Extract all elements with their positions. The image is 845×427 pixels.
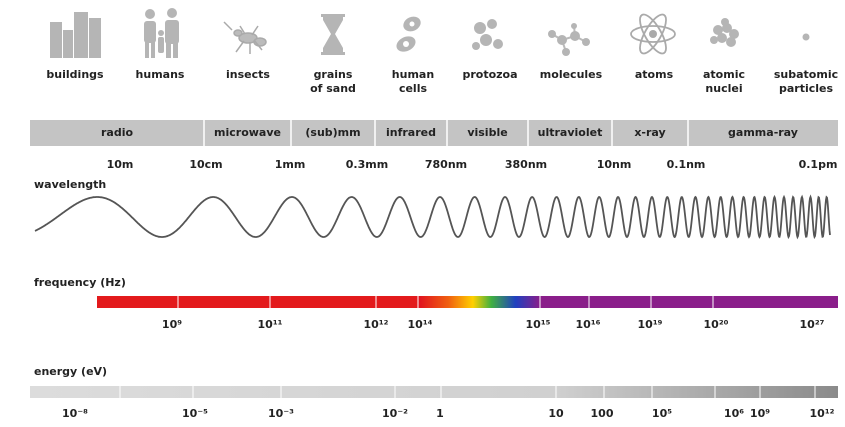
object-label: particles: [779, 82, 834, 95]
energy-label: 10⁻⁸: [62, 407, 88, 420]
band-label: infrared: [386, 126, 436, 139]
object-label: atomic: [703, 68, 745, 81]
bands-bar: [30, 120, 838, 146]
frequency-bar-visible: [418, 296, 540, 308]
frequency-label: 10²⁰: [704, 318, 729, 331]
object-label: protozoa: [462, 68, 517, 81]
energy-label: 10⁻⁵: [182, 407, 208, 420]
wavelength-label: 0.1nm: [667, 158, 706, 171]
frequency-label: 10²⁷: [800, 318, 825, 331]
frequency-bar-purple: [540, 296, 838, 308]
frequency-title: frequency (Hz): [34, 276, 126, 289]
wavelength-title: wavelength: [34, 178, 106, 191]
band-label: ultraviolet: [538, 126, 603, 139]
frequency-bar-red: [97, 296, 418, 308]
icon-subatomic: [802, 33, 810, 41]
frequency-label: 10¹⁹: [638, 318, 663, 331]
energy-label: 10⁶: [724, 407, 744, 420]
energy-label: 1: [436, 407, 444, 420]
wavelength-label: 0.3mm: [346, 158, 388, 171]
energy-bar: [30, 386, 838, 398]
wavelength-label: 10m: [107, 158, 134, 171]
object-label: humans: [136, 68, 185, 81]
object-label: cells: [399, 82, 428, 95]
band-label: gamma-ray: [728, 126, 798, 139]
frequency-label: 10¹¹: [258, 318, 283, 331]
wave: [34, 194, 831, 240]
energy-label: 10⁵: [652, 407, 672, 420]
band-label: visible: [467, 126, 507, 139]
frequency-label: 10¹⁶: [576, 318, 601, 331]
wavelength-label: 1mm: [275, 158, 306, 171]
object-label: insects: [226, 68, 270, 81]
frequency-label: 10⁹: [162, 318, 182, 331]
object-label: buildings: [46, 68, 104, 81]
icon-atomic-nuclei: [710, 18, 739, 47]
object-label: nuclei: [705, 82, 742, 95]
icon-protozoa: [472, 19, 503, 50]
band-label: (sub)mm: [305, 126, 360, 139]
wavelength-label: 10cm: [189, 158, 222, 171]
energy-label: 10⁻²: [382, 407, 408, 420]
wavelength-label: 10nm: [597, 158, 632, 171]
icon-humans: [144, 8, 179, 58]
object-label: molecules: [540, 68, 603, 81]
frequency-label: 10¹⁴: [408, 318, 433, 331]
object-label: grains: [314, 68, 353, 81]
icon-grains-of-sand: [321, 14, 345, 55]
band-label: radio: [101, 126, 133, 139]
object-label: subatomic: [774, 68, 838, 81]
band-label: x-ray: [634, 126, 665, 139]
frequency-label: 10¹²: [364, 318, 389, 331]
icons: [50, 8, 810, 58]
object-label: of sand: [310, 82, 356, 95]
icon-atoms: [630, 13, 676, 55]
energy-title: energy (eV): [34, 365, 107, 378]
object-label: human: [392, 68, 434, 81]
energy-label: 10¹²: [810, 407, 835, 420]
object-label: atoms: [635, 68, 674, 81]
icon-insects: [223, 21, 267, 54]
icon-molecules: [548, 23, 590, 56]
wavelength-label: 780nm: [425, 158, 467, 171]
icon-buildings: [50, 12, 101, 58]
energy-label: 10: [548, 407, 564, 420]
icon-human-cells: [396, 16, 421, 52]
wavelength-label: 380nm: [505, 158, 547, 171]
energy-label: 10⁹: [750, 407, 770, 420]
energy-label: 100: [591, 407, 614, 420]
energy-label: 10⁻³: [268, 407, 294, 420]
frequency-label: 10¹⁵: [526, 318, 551, 331]
wavelength-label: 0.1pm: [799, 158, 838, 171]
band-label: microwave: [214, 126, 281, 139]
